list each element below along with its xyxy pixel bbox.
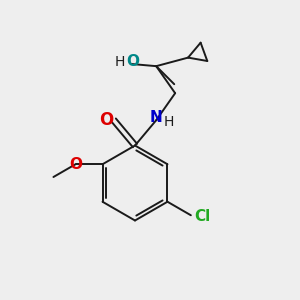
Text: H: H bbox=[164, 115, 174, 129]
Text: O: O bbox=[126, 54, 139, 69]
Text: H: H bbox=[114, 56, 124, 69]
Text: Cl: Cl bbox=[194, 209, 210, 224]
Text: N: N bbox=[150, 110, 163, 125]
Text: O: O bbox=[69, 157, 82, 172]
Text: O: O bbox=[99, 111, 113, 129]
